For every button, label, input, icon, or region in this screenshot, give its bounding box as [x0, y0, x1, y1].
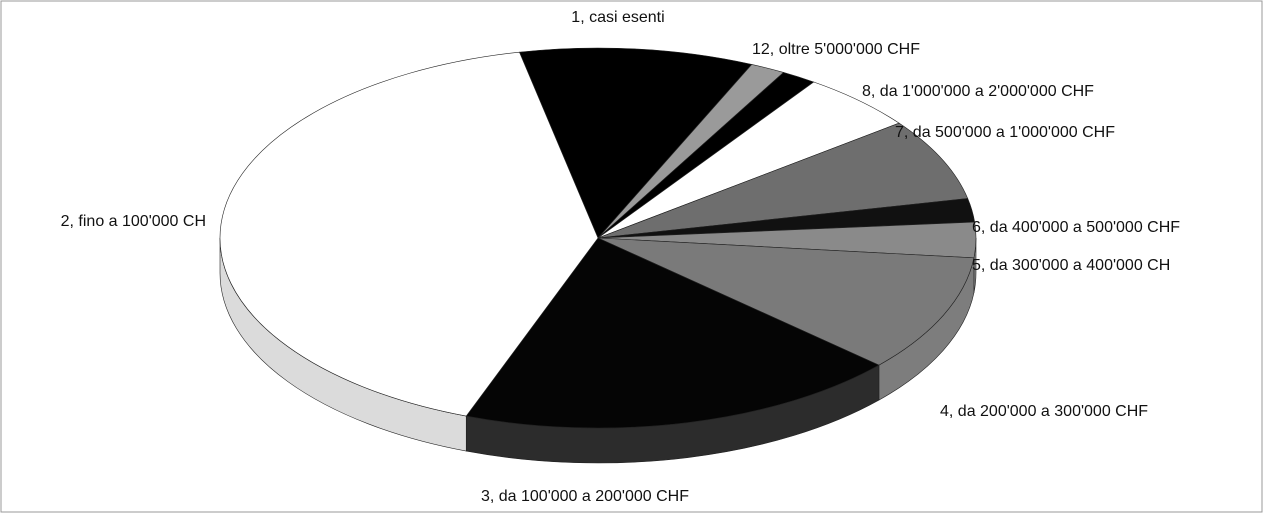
slice-label: 4, da 200'000 a 300'000 CHF — [940, 403, 1148, 420]
slice — [597, 122, 969, 239]
slice — [518, 47, 753, 239]
slice-label: 7, da 500'000 a 1'000'000 CHF — [895, 124, 1115, 141]
slice-label: 8, da 1'000'000 a 2'000'000 CHF — [862, 83, 1094, 100]
slice-label: 3, da 100'000 a 200'000 CHF — [481, 488, 689, 505]
slice-label: 5, da 300'000 a 400'000 CH — [972, 257, 1170, 274]
slice-label: 6, da 400'000 a 500'000 CHF — [972, 219, 1180, 236]
slice — [219, 51, 599, 417]
slice-label: 12, oltre 5'000'000 CHF — [752, 41, 920, 58]
slice — [465, 237, 880, 429]
slice-label: 1, casi esenti — [571, 9, 664, 26]
slice-label: 2, fino a 100'000 CH — [61, 213, 206, 230]
slice — [597, 237, 975, 366]
